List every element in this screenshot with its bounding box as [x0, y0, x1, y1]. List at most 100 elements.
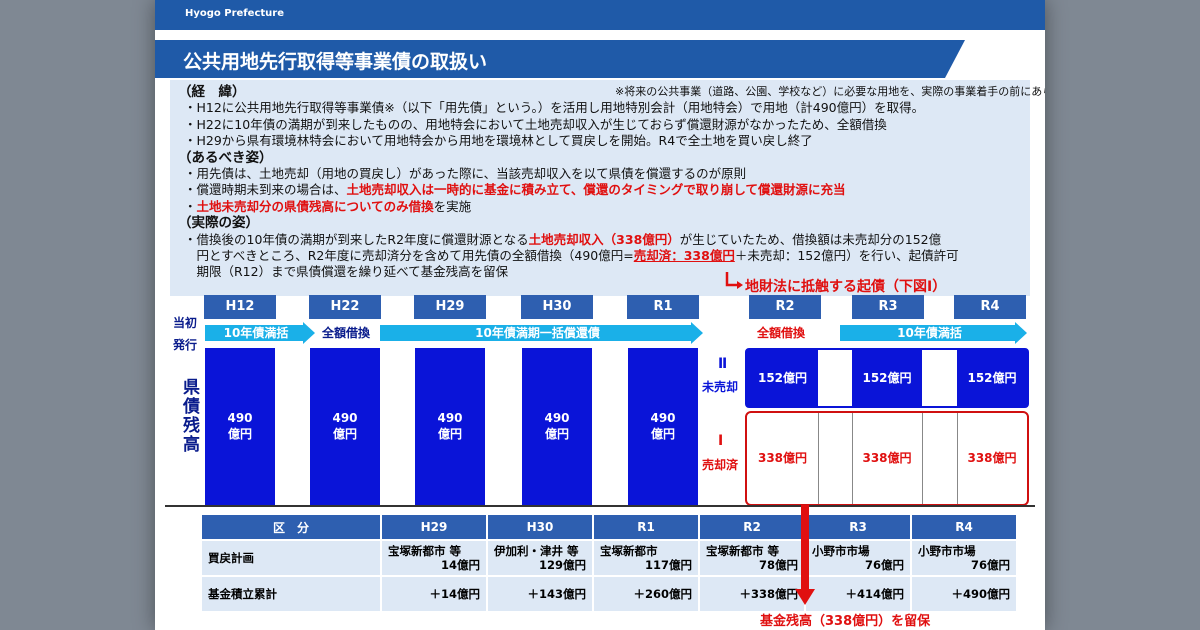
- unsold-cell: 152億円: [957, 350, 1027, 406]
- year-box: H30: [521, 295, 593, 319]
- text-line: ・H22に10年債の満期が到来したものの、用地特会において土地売却収入が生じてお…: [170, 117, 1030, 133]
- unsold-frame: [745, 348, 1029, 408]
- sold-cell: 338億円: [757, 451, 808, 465]
- text-segment: ＋未売却：152億円）を行い、起債許可: [734, 248, 959, 264]
- phase-label: 全額借換: [321, 326, 370, 340]
- year-box: R4: [954, 295, 1026, 319]
- cell-line: ＋490億円: [951, 587, 1010, 601]
- bar-unit: 億円: [332, 427, 357, 441]
- unsold-label: 未売却: [702, 380, 739, 394]
- text-line: ・H29から県有環境林特会において用地特会から用地を環境林として買戻しを開始。R…: [170, 133, 1030, 149]
- cell-line: 宝塚新都市: [600, 544, 658, 558]
- balance-label: 県債残高: [179, 378, 199, 454]
- text-line: ・土地未売却分の県債残高についてのみ借換を実施: [170, 199, 1030, 215]
- section-heading-row: （実際の姿）: [170, 215, 1030, 231]
- phase-arrow: [380, 322, 703, 344]
- table-cell: 伊加利・津井 等 129億円: [486, 539, 594, 577]
- header-cell: R2: [698, 513, 806, 541]
- header-cell: R1: [592, 513, 700, 541]
- bar: 490 億円: [522, 348, 592, 505]
- text-segment: ・H22に10年債の満期が到来したものの、用地特会において土地売却収入が生じてお…: [184, 116, 887, 132]
- text-segment: 土地未売却分の県債残高についてのみ借換: [196, 198, 434, 214]
- unsold-cell: 152億円: [852, 350, 922, 406]
- section-heading: （あるべき姿）: [178, 149, 273, 166]
- callout: 地財法に抵触する起債（下図Ⅰ）: [745, 279, 947, 295]
- header-cell: R3: [804, 513, 912, 541]
- header-cell: H29: [380, 513, 488, 541]
- unsold-numeral: Ⅱ: [718, 356, 728, 372]
- year-box: R1: [627, 295, 699, 319]
- footer-note: 基金残高（338億円）を留保: [760, 614, 931, 629]
- text-segment: ・用先債は、土地売却（用地の買戻し）があった際に、当該売却収入を以て県債を償還す…: [184, 166, 747, 182]
- text-segment: ・借換後の10年債の満期が到来したR2年度に償還財源となる: [184, 231, 529, 247]
- phase-arrow: [205, 322, 315, 344]
- text-segment: ・H29から県有環境林特会において用地特会から用地を環境林として買戻しを開始。R…: [184, 133, 813, 149]
- bar-unit: 億円: [227, 427, 252, 441]
- cell-line: ＋260億円: [633, 587, 692, 601]
- table-cell: ＋338億円: [698, 575, 806, 613]
- cell-line: ＋143億円: [527, 587, 586, 601]
- initial-label: 発行: [173, 338, 198, 352]
- table-cell: 小野市市場 76億円: [910, 539, 1018, 577]
- table-cell: ＋14億円: [380, 575, 488, 613]
- text-segment: 円とすべきところ、R2年度に売却済分を含めて用先債の全額借換（490億円=: [184, 248, 634, 264]
- year-box: H12: [204, 295, 276, 319]
- text-segment: ・H12に公共用地先行取得等事業債※（以下「用先債」という。）を活用し用地特別会…: [184, 100, 925, 116]
- cell-line: 14億円: [440, 558, 480, 572]
- table-row: 買戻計画 宝塚新都市 等 14億円 伊加利・津井 等 129億円 宝塚新都市 117億円 宝塚…: [200, 539, 1018, 577]
- text-line: ・用先債は、土地売却（用地の買戻し）があった際に、当該売却収入を以て県債を償還す…: [170, 166, 1030, 182]
- cell-line: 小野市市場: [812, 544, 870, 558]
- text-line: ・H12に公共用地先行取得等事業債※（以下「用先債」という。）を活用し用地特別会…: [170, 100, 1030, 116]
- text-segment: ・償還時期未到来の場合は、: [184, 182, 347, 198]
- text-segment: 土地売却収入は一時的に基金に積み立て、償還のタイミングで取り崩して償還財源に充当: [346, 182, 846, 198]
- callout-arrow: [725, 272, 743, 289]
- cell-line: ＋338億円: [739, 587, 798, 601]
- year-box: H29: [414, 295, 486, 319]
- text-segment: が生じていたため、借換額は未売却分の152億: [679, 231, 942, 247]
- bar: 490 億円: [205, 348, 275, 505]
- bar-amount: 490: [650, 411, 676, 425]
- header-cell: 区 分: [200, 513, 382, 541]
- year-box: R3: [852, 295, 924, 319]
- text-line: 期限（R12）まで県債償還を繰り延べて基金残高を留保: [170, 264, 1030, 280]
- cell-line: 宝塚新都市 等: [388, 544, 462, 558]
- text-block: （経 緯） ※将来の公共事業（道路、公園、学校など）に必要な用地を、実際の事業着手…: [170, 80, 1045, 296]
- phase-label: 全額借換: [756, 326, 805, 340]
- text-line: 円とすべきところ、R2年度に売却済分を含めて用先債の全額借換（490億円=売却済…: [170, 248, 1030, 264]
- axis-line: [165, 505, 1035, 507]
- sold-cell: 338億円: [862, 451, 912, 465]
- cell-line: 76億円: [970, 558, 1010, 572]
- cell-line: 76億円: [864, 558, 904, 572]
- year-box: H22: [309, 295, 381, 319]
- text-line: ・償還時期未到来の場合は、土地売却収入は一時的に基金に積み立て、償還のタイミング…: [170, 182, 1030, 198]
- section-heading: （実際の姿）: [178, 215, 259, 232]
- bar-amount: 490: [332, 411, 358, 425]
- table-row: 基金積立累計 ＋14億円 ＋143億円 ＋260億円 ＋338億円 ＋414億円 ＋490億…: [200, 575, 1018, 613]
- text-segment: 期限（R12）まで県債償還を繰り延べて基金残高を留保: [184, 264, 509, 280]
- table-cell: 小野市市場 76億円: [804, 539, 912, 577]
- row-label: 基金積立累計: [200, 575, 382, 613]
- bar: 490 億円: [310, 348, 380, 505]
- cell-line: ＋414億円: [845, 587, 904, 601]
- organization: Hyogo Prefecture: [185, 8, 284, 19]
- phase-label: 10年債満期一括償還債: [475, 326, 600, 340]
- bar: 490 億円: [415, 348, 485, 505]
- header-cell: R4: [910, 513, 1018, 541]
- title-banner: [155, 40, 965, 78]
- table-cell: ＋490億円: [910, 575, 1018, 613]
- bar: 490 億円: [628, 348, 698, 505]
- bar-unit: 億円: [544, 427, 569, 441]
- text-segment: ・: [184, 198, 197, 214]
- text-line: ・借換後の10年債の満期が到来したR2年度に償還財源となる土地売却収入（338億…: [170, 232, 1030, 248]
- unsold-cell: 152億円: [747, 350, 818, 406]
- row-label: 買戻計画: [200, 539, 382, 577]
- phase-label: 10年債満括: [897, 326, 962, 340]
- table-cell: ＋414億円: [804, 575, 912, 613]
- text-segment: 土地売却収入（338億円）: [528, 231, 680, 247]
- slide: Hyogo Prefecture 公共用地先行取得等事業債の取扱い （経 緯） ※…: [155, 0, 1045, 630]
- cell-line: 宝塚新都市 等: [706, 544, 780, 558]
- bar-amount: 490: [227, 411, 253, 425]
- table-cell: 宝塚新都市 117億円: [592, 539, 700, 577]
- cell-line: 78億円: [758, 558, 798, 572]
